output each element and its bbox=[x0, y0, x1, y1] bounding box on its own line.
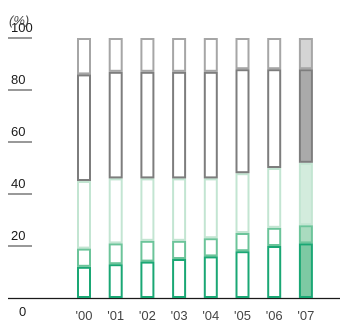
bar-stack bbox=[298, 38, 313, 298]
bar-segment bbox=[267, 227, 282, 247]
bar-segment bbox=[298, 69, 313, 163]
y-tick-label: 40 bbox=[11, 176, 25, 191]
bar-segment bbox=[267, 246, 282, 298]
y-tick-label: 0 bbox=[19, 304, 26, 319]
bar-stack bbox=[77, 38, 91, 298]
bar-segment bbox=[235, 173, 250, 233]
x-tick-label: '03 bbox=[171, 308, 188, 323]
y-tick-label: 60 bbox=[11, 124, 25, 139]
bar-segment bbox=[140, 38, 155, 72]
bar-segment bbox=[172, 259, 187, 298]
y-tick-label: 100 bbox=[11, 20, 33, 35]
x-tick-label: '05 bbox=[234, 308, 251, 323]
bar-segment bbox=[108, 178, 123, 244]
bar-segment bbox=[235, 38, 250, 70]
bar-segment bbox=[77, 38, 91, 75]
bar-stack bbox=[267, 38, 282, 298]
y-tick-label: 80 bbox=[11, 72, 25, 87]
bar-segment bbox=[172, 71, 187, 179]
bar-segment bbox=[140, 240, 155, 262]
bar-segment bbox=[108, 243, 123, 265]
bar-segment bbox=[235, 69, 250, 174]
bar-segment bbox=[77, 74, 91, 181]
bar-segment bbox=[267, 168, 282, 228]
axis-layer: 0 20 40 60 80 100 bbox=[8, 20, 340, 319]
y-tick-label: 20 bbox=[11, 228, 25, 243]
bar-segment bbox=[235, 233, 250, 252]
bar-segment bbox=[172, 240, 187, 260]
x-tick-label: '07 bbox=[297, 308, 314, 323]
bar-segment bbox=[140, 71, 155, 179]
bar-segment bbox=[267, 38, 282, 70]
x-tick-label: '06 bbox=[266, 308, 283, 323]
x-tick-label: '01 bbox=[107, 308, 124, 323]
bar-stack bbox=[108, 38, 123, 299]
x-tick-label: '04 bbox=[202, 308, 219, 323]
bar-stack bbox=[235, 38, 250, 298]
x-tick-label: '02 bbox=[139, 308, 156, 323]
bar-segment bbox=[203, 256, 218, 298]
bar-segment bbox=[108, 38, 123, 72]
bar-segment bbox=[77, 181, 91, 249]
bar-segment bbox=[172, 178, 187, 241]
bar-segment bbox=[203, 38, 218, 72]
bar-segment bbox=[203, 71, 218, 179]
bar-stack bbox=[172, 38, 187, 298]
bar-segment bbox=[108, 264, 123, 299]
bar-segment bbox=[172, 38, 187, 72]
bars-layer bbox=[77, 38, 313, 299]
bar-segment bbox=[140, 178, 155, 241]
bar-segment bbox=[298, 225, 313, 244]
x-tick-label: '00 bbox=[76, 308, 93, 323]
bar-segment bbox=[298, 38, 313, 70]
bar-segment bbox=[203, 238, 218, 257]
bar-segment bbox=[203, 178, 218, 239]
bar-segment bbox=[298, 162, 313, 226]
bar-segment bbox=[77, 248, 91, 267]
bar-stack bbox=[140, 38, 155, 299]
bar-segment bbox=[140, 261, 155, 299]
x-tick-layer: '00 '01 '02 '03 '04 '05 '06 '07 bbox=[76, 308, 315, 323]
y-axis-label: (%) bbox=[9, 13, 29, 28]
bar-segment bbox=[77, 266, 91, 298]
bar-segment bbox=[108, 71, 123, 179]
bar-stack bbox=[203, 38, 218, 298]
bar-segment bbox=[267, 69, 282, 168]
bar-segment bbox=[235, 251, 250, 298]
bar-segment bbox=[298, 243, 313, 298]
